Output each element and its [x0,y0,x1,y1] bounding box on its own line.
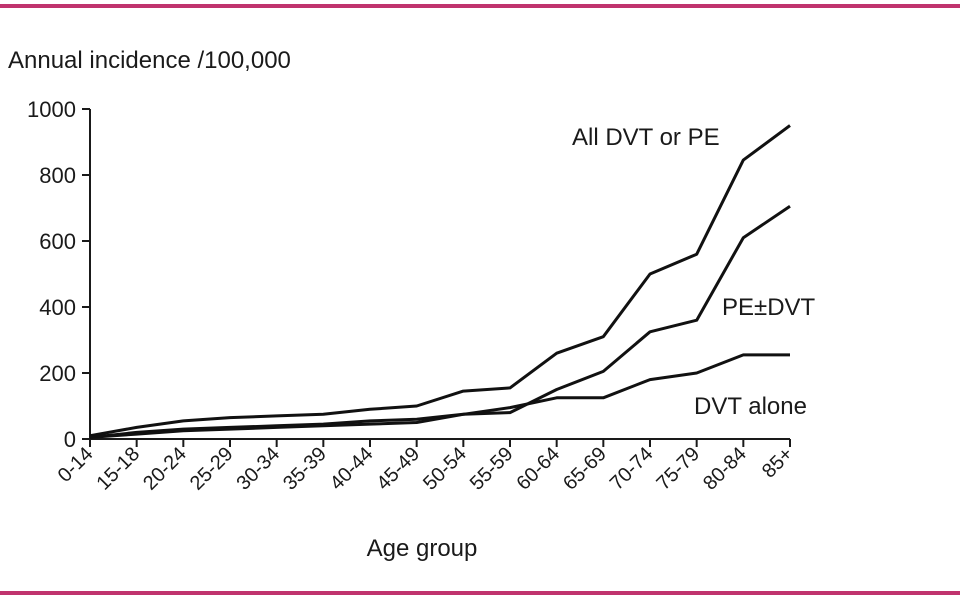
x-tick-label: 70-74 [606,443,658,495]
x-tick-label: 60-64 [512,443,564,495]
y-axis-title: Annual incidence /100,000 [8,47,291,74]
y-tick-label: 400 [39,295,76,320]
series-label-pe-dvt: PE±DVT [722,294,816,321]
x-tick-label: 20-24 [139,443,191,495]
x-tick-label: 65-69 [559,443,611,495]
x-axis-ticks: 0-1415-1820-2425-2930-3435-3940-4445-495… [54,439,798,495]
x-tick-label: 35-39 [279,443,331,495]
x-tick-label: 45-49 [372,443,424,495]
x-tick-label: 40-44 [326,443,378,495]
y-tick-label: 1000 [27,97,76,122]
bottom-rule [0,591,960,595]
y-tick-label: 0 [64,427,76,452]
x-tick-label: 55-59 [466,443,518,495]
x-tick-label: 25-29 [186,443,238,495]
x-tick-label: 80-84 [699,443,751,495]
series-line-1 [89,205,791,439]
series-line-0 [89,124,791,438]
series-lines [89,124,791,439]
top-rule [0,4,960,8]
y-tick-label: 600 [39,229,76,254]
series-label-dvt-alone: DVT alone [694,393,807,420]
series-line-2 [89,353,790,439]
y-tick-label: 800 [39,163,76,188]
x-tick-label: 15-18 [92,443,144,495]
x-tick-label: 50-54 [419,443,471,495]
x-tick-label: 30-34 [232,443,284,495]
x-tick-label: 85+ [758,443,798,483]
y-axis-ticks: 0 200 400 600 800 1000 [27,97,90,452]
y-tick-label: 200 [39,361,76,386]
x-axis-title: Age group [367,535,478,562]
x-tick-label: 75-79 [652,443,704,495]
x-tick-label: 0-14 [54,443,98,487]
series-label-all-dvt-or-pe: All DVT or PE [572,124,720,151]
